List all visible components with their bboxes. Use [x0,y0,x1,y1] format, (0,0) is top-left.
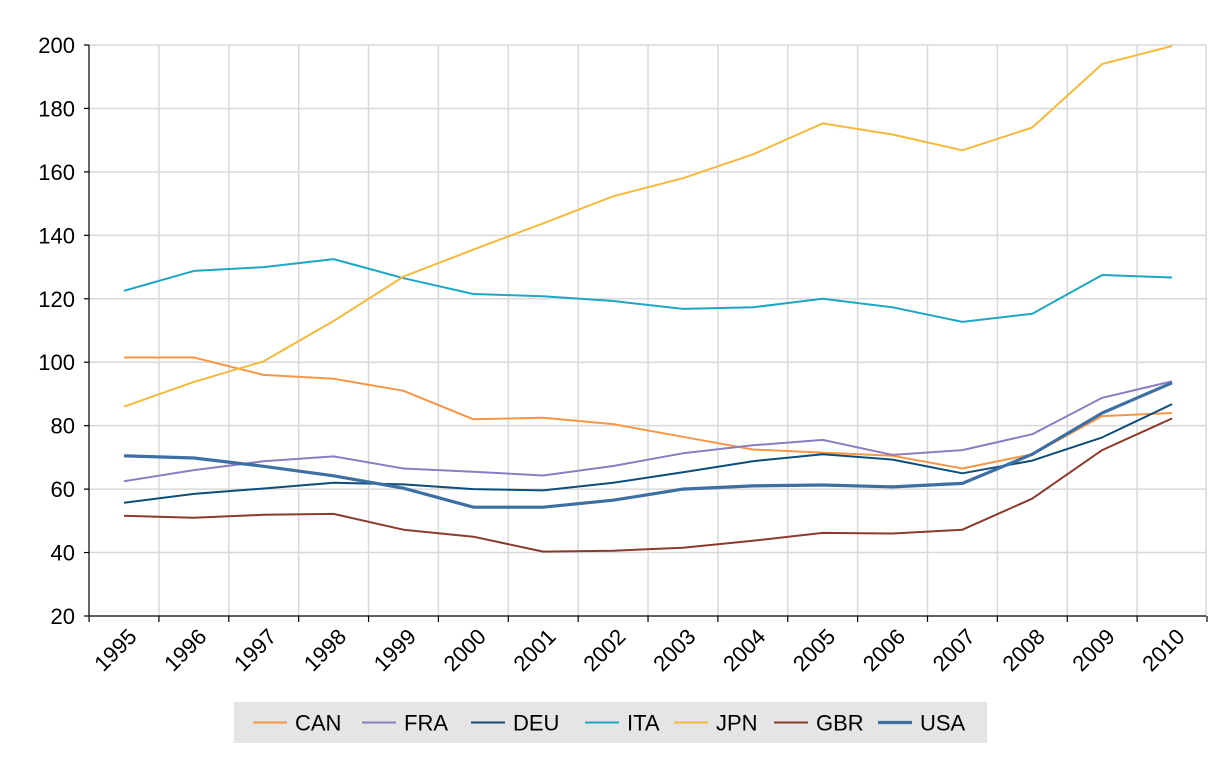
legend-label-can: CAN [295,711,341,736]
legend-label-usa: USA [920,711,966,736]
x-tick-label: 1995 [89,624,141,676]
y-tick-labels: 20 40 60 80 100 120 140 160 180 200 [38,33,75,629]
x-tick-label: 2007 [928,624,980,676]
x-tick-labels: 1995 1996 1997 1998 1999 2000 2001 2002 2003 2004… [89,624,1189,676]
x-tick-label: 2005 [788,624,840,676]
x-tick-label: 2004 [718,624,770,676]
x-tick-label: 2009 [1067,624,1119,676]
y-tick-label: 60 [51,477,75,502]
legend-label-deu: DEU [513,711,559,736]
y-tick-label: 120 [38,287,75,312]
x-tick-label: 2008 [998,624,1050,676]
x-tick-label: 2001 [508,624,560,676]
series-line-gbr [123,417,1173,553]
y-tick-label: 160 [38,160,75,185]
series-line-ita [123,258,1173,323]
series-line-usa [123,381,1173,509]
x-tick-label: 2003 [648,624,700,676]
x-tick-label: 1997 [229,624,281,676]
x-tick-label: 2000 [439,624,491,676]
series-line-fra [123,380,1173,483]
x-tick-label: 1998 [299,624,351,676]
series-line-can [124,356,1173,470]
x-tick-label: 2002 [578,624,630,676]
y-tick-label: 20 [51,604,75,629]
legend: CAN FRA DEU ITA JPN GBR USA [234,702,987,743]
y-tick-label: 200 [38,33,75,58]
y-tick-label: 80 [51,414,75,439]
y-tick-label: 140 [38,223,75,248]
x-tick-label: 2006 [858,624,910,676]
series-line-deu [123,403,1173,504]
x-tick-label: 2010 [1137,624,1189,676]
legend-label-ita: ITA [627,711,660,736]
y-tick-label: 40 [51,541,75,566]
axes [84,44,1208,622]
series-line-jpn [123,45,1173,408]
y-tick-label: 100 [38,350,75,375]
legend-label-fra: FRA [404,711,448,736]
grid-lines [89,44,1207,616]
x-tick-label: 1996 [159,624,211,676]
y-tick-label: 180 [38,96,75,121]
series-lines [123,45,1173,553]
legend-label-jpn: JPN [716,711,758,736]
legend-label-gbr: GBR [816,711,864,736]
x-tick-label: 1999 [369,624,421,676]
